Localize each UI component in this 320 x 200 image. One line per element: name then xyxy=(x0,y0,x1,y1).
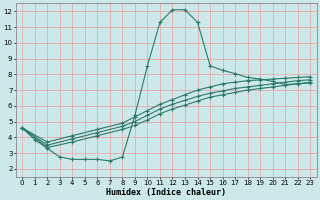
X-axis label: Humidex (Indice chaleur): Humidex (Indice chaleur) xyxy=(106,188,226,197)
